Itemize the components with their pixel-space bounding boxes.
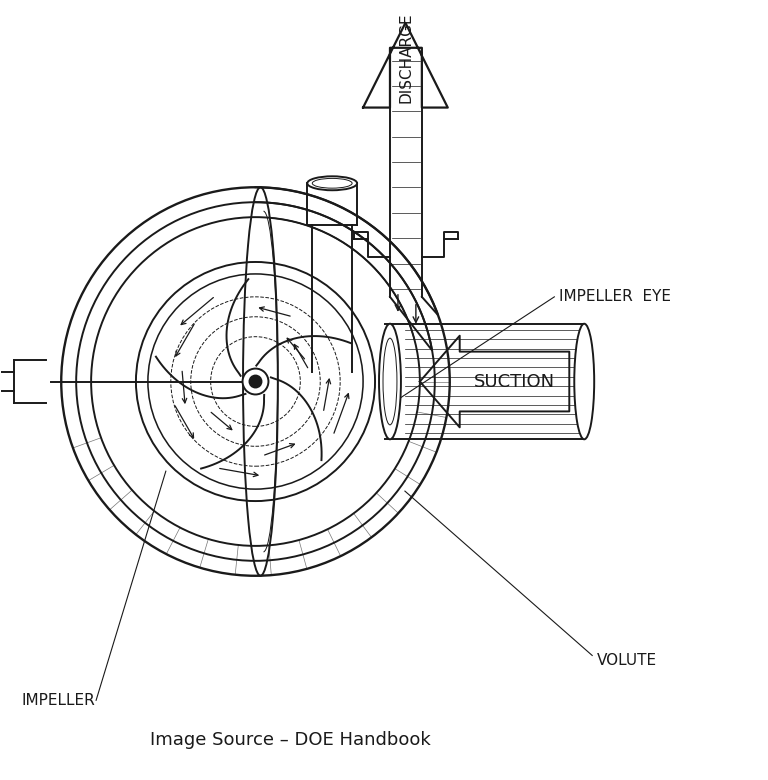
Ellipse shape [307,176,357,190]
Text: IMPELLER: IMPELLER [22,693,95,707]
Text: DISCHARGE: DISCHARGE [399,12,413,103]
Text: IMPELLER  EYE: IMPELLER EYE [559,289,671,304]
Text: SUCTION: SUCTION [474,373,555,391]
Ellipse shape [379,324,401,439]
Ellipse shape [574,324,594,439]
Text: Image Source – DOE Handbook: Image Source – DOE Handbook [150,731,431,749]
Circle shape [250,375,261,388]
Text: VOLUTE: VOLUTE [598,653,657,668]
Circle shape [243,369,269,395]
